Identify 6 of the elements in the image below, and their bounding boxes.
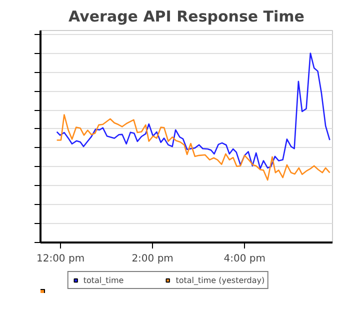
legend-label: total_time [83,275,124,285]
legend-label: total_time (yesterday) [176,275,265,285]
x-tick-label: 4:00 pm [224,254,266,264]
x-tick-label: 2:00 pm [132,254,174,264]
x-tick-label: 12:00 pm [36,254,85,264]
chart-title: Average API Response Time [68,8,304,26]
